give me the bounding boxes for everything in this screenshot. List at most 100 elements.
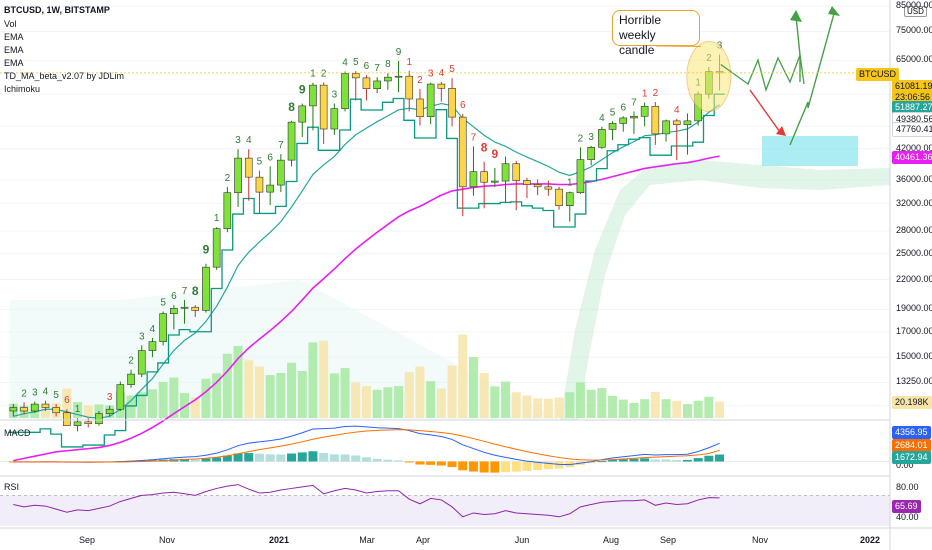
volume-bar [554, 397, 564, 418]
td-count-label: 2 [321, 68, 327, 79]
candle-body [255, 176, 264, 193]
price-tick-label: 75000.00 [896, 25, 932, 36]
volume-bar [650, 391, 660, 418]
macd-pane [0, 425, 890, 473]
volume-bar [394, 386, 404, 418]
candle-body [287, 121, 296, 161]
volume-bar [597, 388, 607, 418]
macd-histogram-bar [308, 451, 318, 462]
volume-bar [447, 365, 457, 418]
macd-value-tag: 4356.95 [892, 426, 931, 439]
candle-body [630, 115, 638, 119]
price-tick-label: 28000.00 [896, 224, 932, 235]
candle-body [458, 116, 467, 188]
td-count-label: 2 [225, 173, 231, 184]
candle-body [20, 407, 28, 412]
candle-body [234, 157, 242, 194]
macd-histogram-bar [693, 458, 703, 462]
macd-histogram-bar [436, 461, 446, 466]
macd-histogram-bar [490, 461, 500, 473]
td-count-label: 1 [214, 213, 220, 224]
macd-histogram-bar [233, 453, 243, 462]
volume-bar [137, 392, 147, 418]
td-count-label: 3 [428, 69, 434, 80]
macd-histogram-bar [479, 461, 489, 473]
legend-vol[interactable]: Vol [4, 19, 17, 29]
td-count-label: 1 [567, 178, 573, 189]
highlight-circle [686, 41, 732, 113]
legend-ema-1[interactable]: EMA [4, 32, 24, 42]
candle-body [180, 306, 189, 309]
macd-histogram-bar [618, 459, 628, 462]
macd-histogram-bar [137, 460, 147, 462]
macd-histogram-bar [650, 459, 660, 462]
macd-histogram-bar [319, 452, 329, 462]
time-tick-label: Apr [415, 535, 431, 545]
td-count-label: 7 [374, 63, 380, 74]
td-count-label: 7 [182, 286, 188, 297]
candle-body [330, 108, 339, 130]
volume-bar [618, 399, 628, 418]
volume-bar [308, 342, 318, 418]
price-tag: 40461.36 [892, 151, 932, 164]
candle-body [544, 186, 553, 190]
macd-histogram-bar [244, 453, 254, 462]
macd-histogram-bar [501, 461, 511, 473]
macd-histogram-bar [415, 461, 425, 465]
symbol-price-tag: BTCUSD [856, 68, 900, 81]
macd-histogram-bar [297, 452, 307, 462]
td-count-label: 6 [460, 100, 466, 111]
price-tick-label: 19000.00 [896, 303, 932, 314]
td-count-label: 6 [267, 152, 273, 163]
candle-body [555, 188, 563, 207]
ema-long-line [13, 155, 720, 462]
currency-label[interactable]: USD [904, 6, 927, 17]
td-count-label: 3 [32, 388, 38, 399]
legend-td-ma[interactable]: TD_MA_beta_v2.07 by JDLim [4, 71, 125, 81]
macd-histogram-bar [329, 454, 339, 462]
volume-bar [458, 334, 468, 418]
volume-bar [212, 373, 222, 418]
td-count-label: 5 [257, 157, 263, 168]
volume-bar [222, 353, 232, 418]
candle-body [426, 83, 435, 118]
legend-ichimoku[interactable]: Ichimoku [4, 84, 41, 94]
rsi-pane [0, 484, 890, 526]
td-count-label: 4 [599, 113, 605, 124]
macd-histogram-bar [543, 461, 553, 470]
td-count-label: 1 [310, 69, 316, 80]
price-tick-label: 36000.00 [896, 173, 932, 184]
td-count-label: 3 [139, 331, 145, 342]
candle-body [683, 120, 692, 125]
annotation-callout: Horrible weekly candle [612, 10, 700, 57]
volume-bar [565, 392, 575, 418]
macd-histogram-bar [404, 461, 414, 463]
volume-bar [361, 386, 371, 418]
macd-histogram-bar [682, 459, 692, 462]
volume-bar [319, 340, 329, 418]
candle-body [212, 228, 221, 268]
legend-ema-2[interactable]: EMA [4, 45, 24, 55]
time-tick-label: Mar [359, 535, 375, 545]
td-count-label: 9 [492, 147, 499, 161]
macd-histogram-bar [586, 461, 596, 464]
candle-body [448, 88, 456, 118]
volume-bar [479, 373, 489, 418]
candle-body [672, 120, 681, 125]
td-count-label: 3 [588, 132, 594, 143]
volume-bar [169, 377, 179, 418]
td-count-label: 2 [21, 388, 27, 399]
candle-body [565, 192, 574, 207]
volume-bar [297, 370, 307, 418]
macd-histogram-bar [522, 461, 532, 471]
macd-value-tag: 1672.94 [892, 451, 931, 464]
price-tick-label: 42000.00 [896, 142, 932, 153]
legend-ema-3[interactable]: EMA [4, 58, 24, 68]
symbol-title: BTCUSD, 1W, BITSTAMP [4, 5, 110, 15]
up-arrow-line-right [789, 9, 836, 146]
td-ma-step-line [8, 93, 725, 448]
macd-histogram-bar [276, 454, 286, 462]
candle-body [105, 408, 114, 414]
price-tick-label: 32000.00 [896, 197, 932, 208]
